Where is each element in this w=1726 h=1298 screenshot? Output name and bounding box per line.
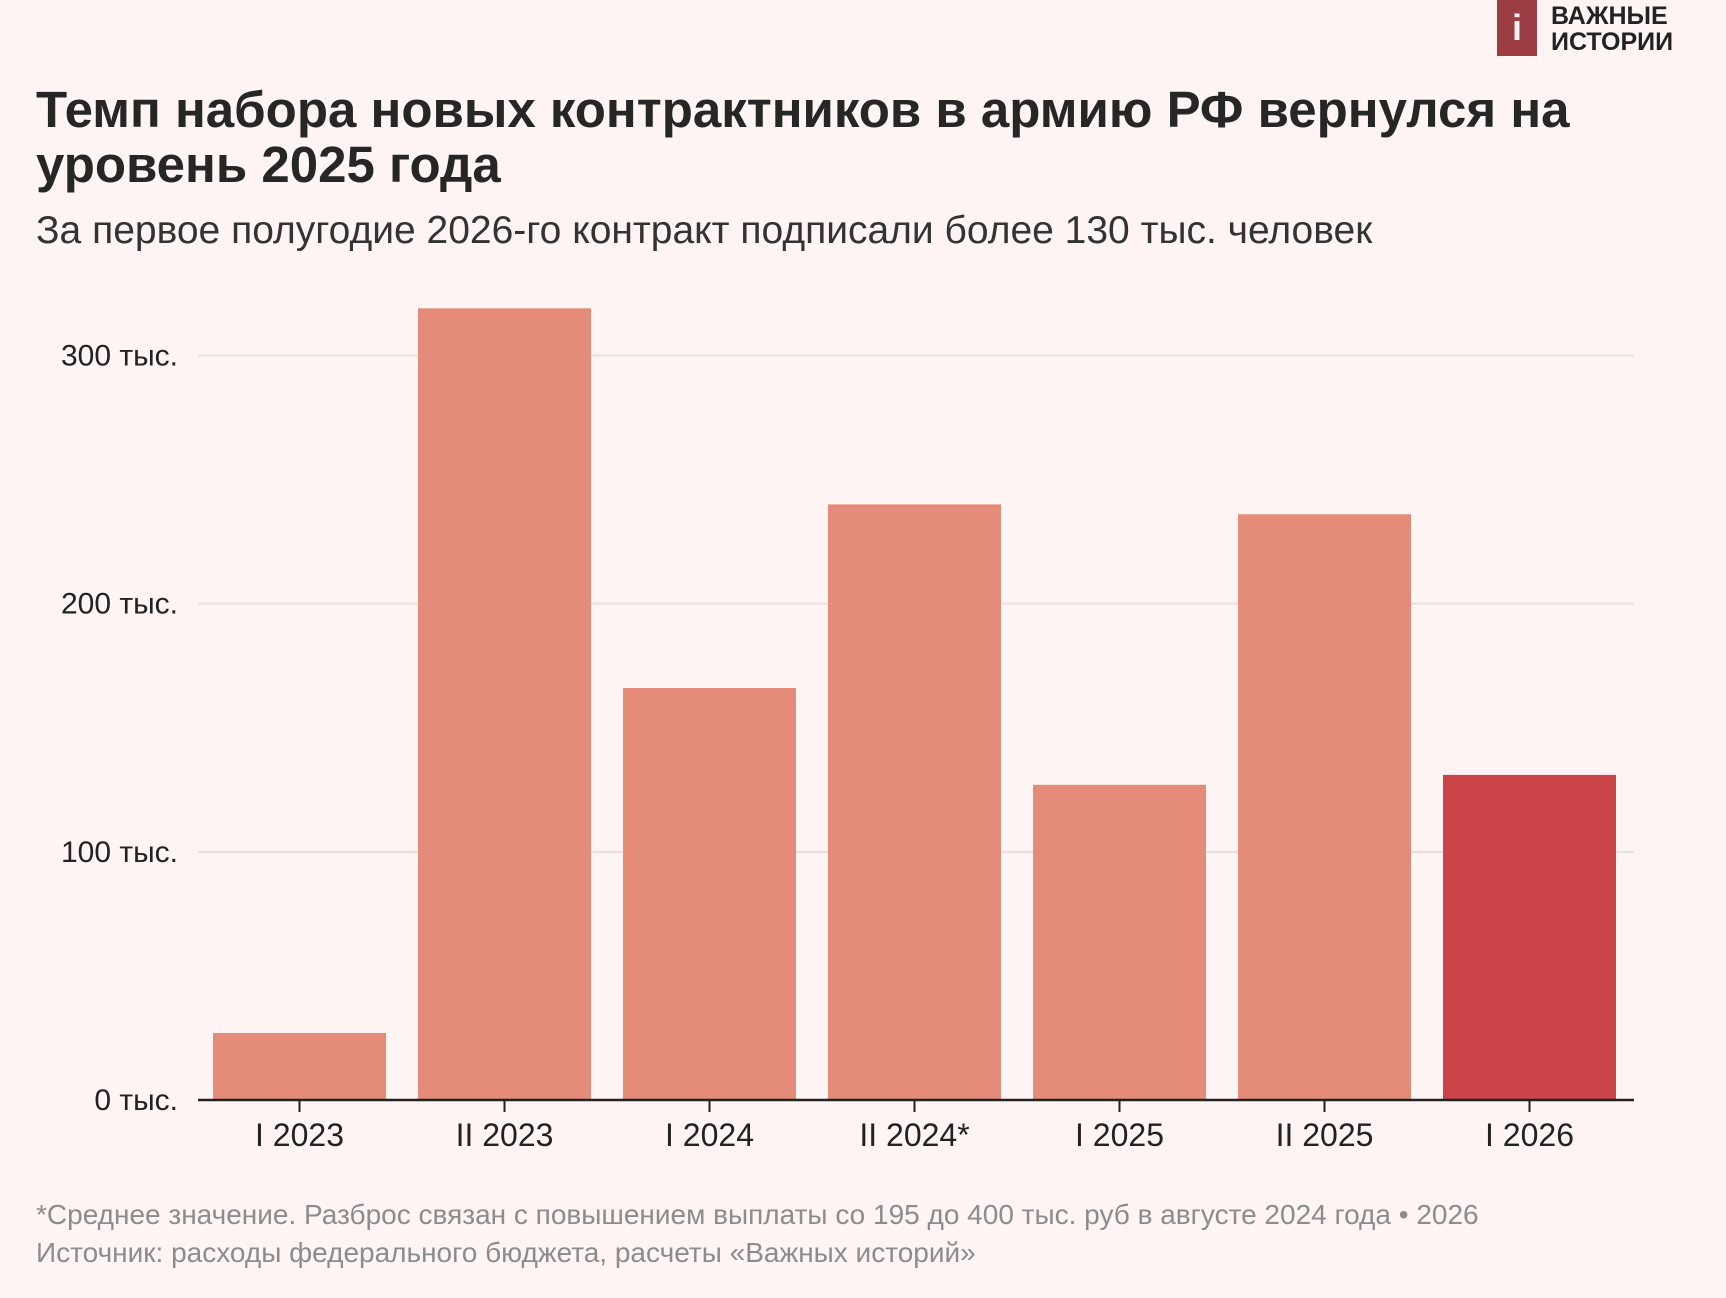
x-tick-label: II 2025	[1276, 1117, 1374, 1153]
info-icon: i	[1497, 0, 1537, 56]
x-tick-labels: I 2023 II 2023 I 2024 II 2024* I 2025 II 2025…	[255, 1117, 1574, 1153]
bar	[1033, 784, 1206, 1100]
x-tick-label: II 2024*	[859, 1117, 969, 1153]
bar	[828, 504, 1001, 1100]
x-axis	[198, 1098, 1634, 1112]
y-tick-label: 100 тыс.	[61, 836, 178, 869]
chart-title: Темп набора новых контрактников в армию …	[36, 81, 1570, 193]
footnote: *Среднее значение. Разброс связан с повы…	[36, 1196, 1479, 1272]
bars	[213, 308, 1616, 1100]
y-tick-label: 200 тыс.	[61, 588, 178, 621]
y-tick-labels: 0 тыс. 100 тыс. 200 тыс. 300 тыс.	[61, 339, 178, 1117]
bar	[623, 688, 796, 1100]
bar-chart: 0 тыс. 100 тыс. 200 тыс. 300 тыс. I 2023 II …	[61, 308, 1634, 1153]
brand-logo: i ВАЖНЫЕ ИСТОРИИ	[1497, 0, 1673, 56]
x-tick-label: II 2023	[456, 1117, 554, 1153]
bar	[1238, 514, 1411, 1100]
y-tick-label: 300 тыс.	[61, 339, 178, 372]
brand-name-line2: ИСТОРИИ	[1551, 28, 1674, 56]
bar	[418, 308, 591, 1100]
x-tick-label: I 2025	[1075, 1117, 1164, 1153]
footnote-note: *Среднее значение. Разброс связан с повы…	[36, 1199, 1479, 1230]
bar	[1443, 774, 1616, 1100]
x-tick-label: I 2024	[665, 1117, 754, 1153]
bar	[213, 1032, 386, 1100]
brand-name: ВАЖНЫЕ ИСТОРИИ	[1551, 3, 1673, 55]
y-tick-label: 0 тыс.	[94, 1084, 178, 1117]
x-tick-label: I 2026	[1485, 1117, 1574, 1153]
logo-glyph: i	[1511, 7, 1522, 48]
brand-name-line1: ВАЖНЫЕ	[1551, 2, 1668, 30]
x-tick-label: I 2023	[255, 1117, 344, 1153]
chart-subtitle: За первое полугодие 2026-го контракт под…	[36, 209, 1373, 252]
footnote-source: Источник: расходы федерального бюджета, …	[36, 1237, 976, 1268]
